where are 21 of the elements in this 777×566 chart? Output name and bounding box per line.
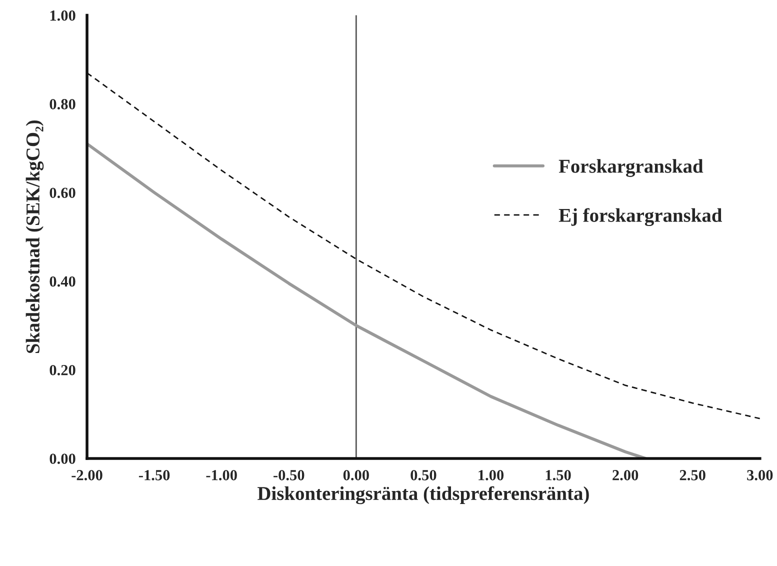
x-tick-label: 2.50 xyxy=(680,470,706,480)
x-axis-title: Diskonteringsränta (tidspreferensränta) xyxy=(258,486,589,504)
y-tick-label: 0.20 xyxy=(50,364,76,376)
y-tick-label: 0.60 xyxy=(50,188,76,198)
y-tick-label: 0.00 xyxy=(50,454,76,464)
y-tick-label: 1.00 xyxy=(50,10,76,21)
y-axis-title: Skadekostnad (SEK/kgCO₂) xyxy=(26,120,44,354)
x-tick-label: -2.00 xyxy=(72,470,102,480)
y-tick-label: 0.40 xyxy=(50,276,76,287)
x-tick-label: 1.50 xyxy=(546,470,571,480)
x-tick-label: -1.00 xyxy=(206,470,237,480)
x-tick-label: -1.50 xyxy=(138,470,170,480)
x-tick-label: 1.00 xyxy=(478,470,504,480)
x-tick-label: -0.50 xyxy=(274,470,304,480)
legend-label: Ej forskargranskad xyxy=(558,208,722,226)
x-tick-label: 3.00 xyxy=(747,470,773,480)
x-tick-label: 2.00 xyxy=(612,470,638,480)
x-tick-label: 0.50 xyxy=(410,470,436,480)
y-tick-label: 0.80 xyxy=(50,99,76,110)
legend-label: Forskargranskad xyxy=(558,159,704,177)
x-tick-label: 0.00 xyxy=(343,470,369,480)
